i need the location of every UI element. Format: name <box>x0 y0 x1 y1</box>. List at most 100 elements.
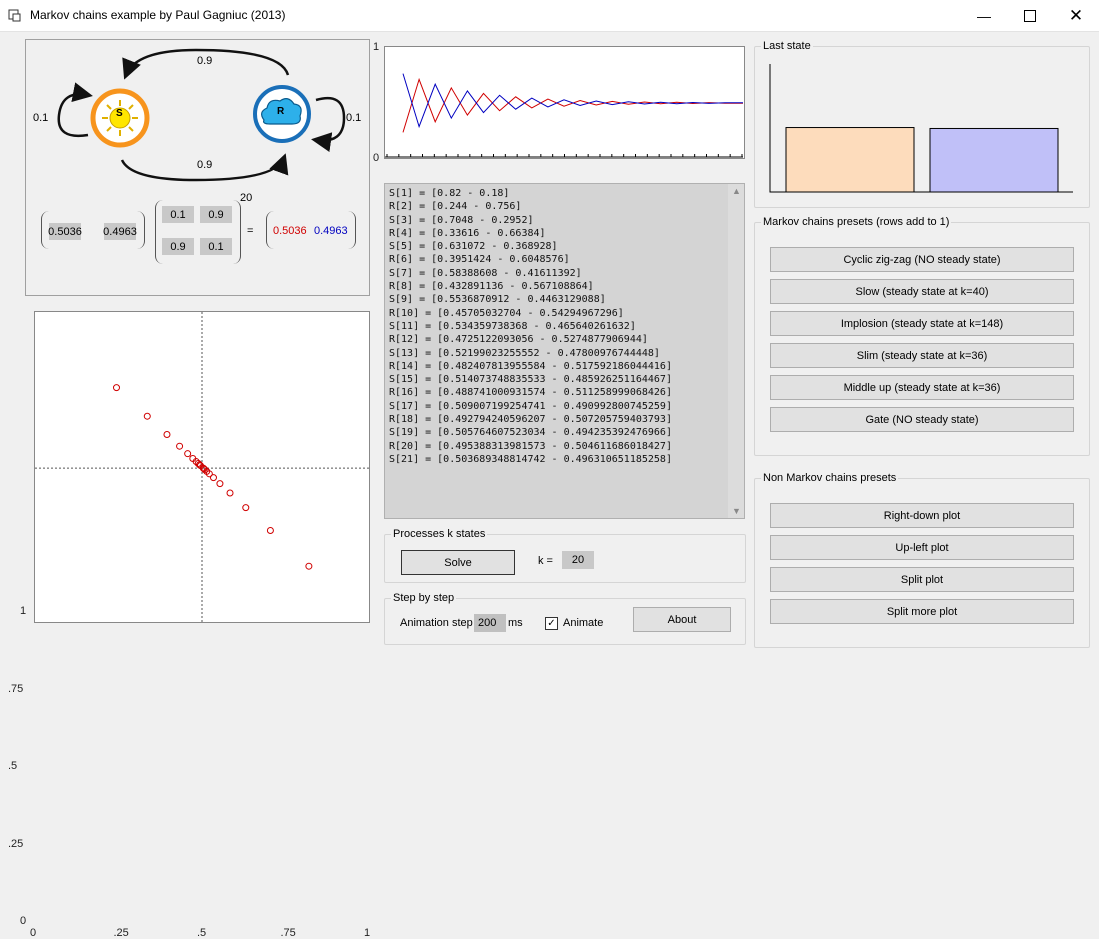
console-line: R[8] = [0.432891136 - 0.567108864] <box>389 281 594 293</box>
console-text: S[1] = [0.82 - 0.18] R[2] = [0.244 - 0.75… <box>389 187 672 466</box>
minimize-icon: — <box>977 7 991 24</box>
non-preset-button-4[interactable]: Split more plot <box>770 599 1074 624</box>
scatter-point <box>216 480 224 488</box>
scatter-point <box>226 489 234 497</box>
preset-button-3[interactable]: Implosion (steady state at k=148) <box>770 311 1074 336</box>
preset-button-1[interactable]: Cyclic zig-zag (NO steady state) <box>770 247 1074 272</box>
step-group: Step by step Animation step 200 ms ✓ Ani… <box>384 592 746 645</box>
scatter-x-tick: .75 <box>280 927 296 939</box>
animation-step-label: Animation step <box>400 617 473 629</box>
scatter-point <box>112 384 120 392</box>
output-console[interactable]: S[1] = [0.82 - 0.18] R[2] = [0.244 - 0.75… <box>384 183 745 519</box>
console-line: R[18] = [0.492794240596207 - 0.507205759… <box>389 414 672 426</box>
matrix-cell-ss: 0.1 <box>162 206 194 223</box>
arrow-s-to-r <box>120 153 289 182</box>
preset-button-5[interactable]: Middle up (steady state at k=36) <box>770 375 1074 400</box>
markov-diagram-panel: S R 0.9 0.9 0.1 0.1 0.5036 0.4963 0.1 0.… <box>25 39 370 296</box>
scatter-plot: 1 .75 .5 .25 0 0 .25 .5 .75 1 <box>0 300 378 939</box>
k-label: k = <box>538 555 553 567</box>
console-line: S[15] = [0.514073748835533 - 0.485926251… <box>389 374 672 386</box>
matrix-cell-rr: 0.1 <box>200 238 232 255</box>
convergence-chart <box>384 46 745 159</box>
line-series <box>402 73 743 129</box>
animation-step-input[interactable]: 200 <box>474 614 506 632</box>
console-line: R[16] = [0.488741000931574 - 0.511258999… <box>389 387 672 399</box>
scatter-point <box>184 450 192 458</box>
scatter-x-tick: .25 <box>113 927 129 939</box>
equals-sign: = <box>247 225 254 237</box>
console-line: S[13] = [0.52199023255552 - 0.4780097674… <box>389 347 660 359</box>
markov-presets-label: Markov chains presets (rows add to 1) <box>761 216 952 228</box>
self-loop-r <box>311 96 346 153</box>
scatter-point <box>305 562 313 570</box>
last-state-label: Last state <box>761 40 813 52</box>
scatter-canvas <box>34 311 370 623</box>
console-line: S[19] = [0.505764607523034 - 0.494235392… <box>389 427 672 439</box>
console-line: R[6] = [0.3951424 - 0.6048576] <box>389 254 570 266</box>
state-s-label: S <box>116 108 123 119</box>
preset-button-2[interactable]: Slow (steady state at k=40) <box>770 279 1074 304</box>
close-button[interactable]: ✕ <box>1053 0 1099 31</box>
arrow-r-to-s <box>122 48 290 80</box>
last-state-group: Last state <box>754 40 1090 208</box>
solve-button[interactable]: Solve <box>401 550 515 575</box>
scatter-point <box>176 442 184 450</box>
state-s-node <box>90 88 150 148</box>
step-label: Step by step <box>391 592 457 604</box>
non-preset-button-2[interactable]: Up-left plot <box>770 535 1074 560</box>
console-line: R[2] = [0.244 - 0.756] <box>389 201 522 213</box>
scatter-x-tick: 1 <box>364 927 371 939</box>
processes-label: Processes k states <box>391 528 488 540</box>
scatter-x-tick: .5 <box>197 927 207 939</box>
top-transition-label: 0.9 <box>197 55 213 67</box>
console-line: R[14] = [0.482407813955584 - 0.517592186… <box>389 360 672 372</box>
vector-cell-s: 0.5036 <box>48 223 82 240</box>
line-y-top: 1 <box>373 41 380 53</box>
minimize-button[interactable]: — <box>961 0 1007 31</box>
non-markov-presets-label: Non Markov chains presets <box>761 472 899 484</box>
console-line: S[11] = [0.534359738368 - 0.465640261632… <box>389 320 636 332</box>
scroll-down-icon[interactable]: ▼ <box>732 506 741 516</box>
scroll-up-icon[interactable]: ▲ <box>732 186 741 196</box>
scatter-point <box>143 412 151 420</box>
bar-state-r <box>929 127 1059 193</box>
sun-icon <box>102 100 138 136</box>
result-r: 0.4963 <box>314 225 348 237</box>
title-bar: Markov chains example by Paul Gagniuc (2… <box>0 0 1099 32</box>
matrix-power: 20 <box>240 192 253 204</box>
bottom-transition-label: 0.9 <box>197 159 213 171</box>
k-value: 20 <box>562 551 594 569</box>
preset-button-4[interactable]: Slim (steady state at k=36) <box>770 343 1074 368</box>
state-diagram <box>57 48 346 182</box>
result-s: 0.5036 <box>273 225 307 237</box>
console-scrollbar[interactable]: ▲ ▼ <box>728 184 744 518</box>
scatter-y-tick: .25 <box>8 837 24 850</box>
maximize-button[interactable] <box>1007 0 1053 31</box>
result-brackets <box>266 211 356 249</box>
maximize-icon <box>1024 9 1036 22</box>
console-line: S[1] = [0.82 - 0.18] <box>389 188 510 199</box>
console-line: S[7] = [0.58388608 - 0.41611392] <box>389 267 582 279</box>
about-button[interactable]: About <box>633 607 731 632</box>
console-line: S[17] = [0.509007199254741 - 0.490992800… <box>389 400 672 412</box>
vector-cell-r: 0.4963 <box>103 223 137 240</box>
console-line: R[20] = [0.495388313981573 - 0.504611686… <box>389 440 672 452</box>
line-series <box>402 77 743 133</box>
non-markov-presets-group: Non Markov chains presets Right-down plo… <box>754 472 1090 648</box>
preset-button-6[interactable]: Gate (NO steady state) <box>770 407 1074 432</box>
vector-brackets <box>41 211 145 249</box>
animate-label: Animate <box>563 617 604 629</box>
markov-presets-group: Markov chains presets (rows add to 1) Cy… <box>754 216 1090 456</box>
console-line: R[12] = [0.4725122093056 - 0.52748779069… <box>389 334 648 346</box>
close-icon: ✕ <box>1068 5 1084 25</box>
scatter-point <box>194 460 202 468</box>
non-preset-button-3[interactable]: Split plot <box>770 567 1074 592</box>
state-r-label: R <box>277 106 285 117</box>
scatter-y-tick: .75 <box>8 682 24 695</box>
ms-label: ms <box>508 617 523 629</box>
animate-checkbox[interactable]: ✓ <box>545 617 558 630</box>
window-title: Markov chains example by Paul Gagniuc (2… <box>30 8 286 22</box>
scatter-y-tick: .5 <box>8 760 18 772</box>
console-line: S[5] = [0.631072 - 0.368928] <box>389 241 558 253</box>
non-preset-button-1[interactable]: Right-down plot <box>770 503 1074 528</box>
